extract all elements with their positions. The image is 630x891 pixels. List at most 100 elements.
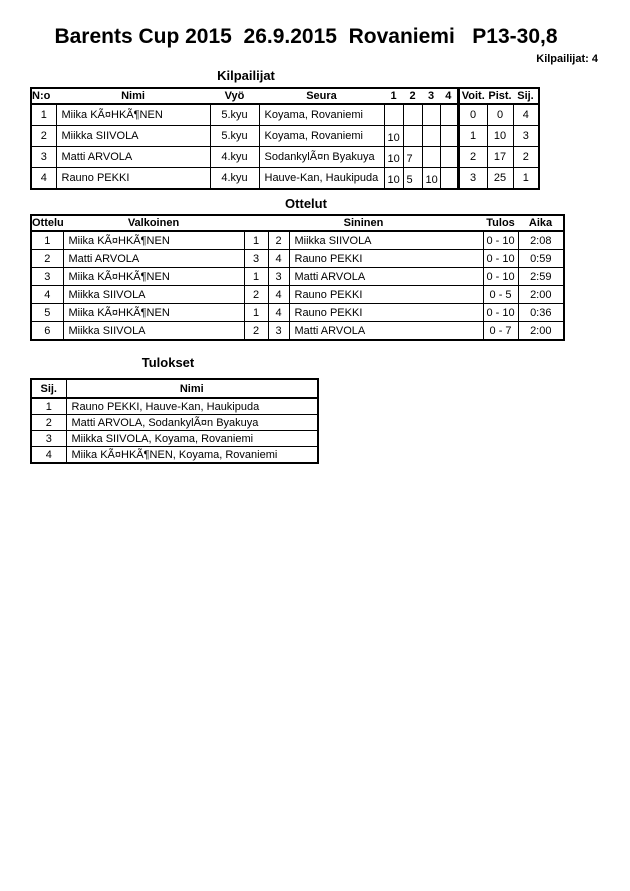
cell: 1 [30,103,57,126]
cell: 3 [30,430,67,447]
cell: 4 [30,446,67,464]
cell [421,125,441,147]
col-header-match3: 3 [422,88,440,105]
section-heading-kilpailijat: Kilpailijat [217,68,275,83]
cell [383,103,404,126]
competitors-table: N:o Nimi Vyö Seura 1 2 3 4 Voit. Pist. S… [30,87,540,190]
cell: 2:08 [517,230,565,250]
cell: 0 - 10 [482,303,519,322]
match-row: 3 Miika KÃ¤HKÃ¶NEN 1 3 Matti ARVOLA 0 - … [30,267,565,286]
cell: 1 [456,125,488,147]
cell: 3 [267,267,290,286]
cell: Matti ARVOLA, SodankylÃ¤n Byakuya [65,414,319,431]
cell: Matti ARVOLA [288,321,484,341]
cell: 0 [486,103,514,126]
cell: 25 [486,167,514,190]
cell: 5.kyu [209,125,260,147]
cell: Koyama, Rovaniemi [258,125,385,147]
results-header-row: Sij. Nimi [31,379,318,399]
cell [439,146,459,168]
cell: 2 [243,321,269,341]
result-row: 4 Miika KÃ¤HKÃ¶NEN, Koyama, Rovaniemi [30,446,319,464]
col-header-nimi: Nimi [66,379,318,399]
cell [439,125,459,147]
cell: 1 [243,230,269,250]
cell: 2:00 [517,321,565,341]
cell: 4 [267,285,290,304]
cell: Rauno PEKKI [55,167,211,190]
cell: 0:36 [517,303,565,322]
cell: SodankylÃ¤n Byakuya [258,146,385,168]
cell [402,125,423,147]
cell: 4.kyu [209,146,260,168]
competitor-row: 1 Miika KÃ¤HKÃ¶NEN 5.kyu Koyama, Rovanie… [30,103,540,126]
cell [421,103,441,126]
cell: 1 [512,167,540,190]
cell: Rauno PEKKI [288,303,484,322]
cell: 2:59 [517,267,565,286]
cell: 10 [421,167,441,190]
match-row: 1 Miika KÃ¤HKÃ¶NEN 1 2 Miikka SIIVOLA 0 … [30,230,565,250]
cell: Rauno PEKKI [288,249,484,268]
cell: 4.kyu [209,167,260,190]
cell: 4 [30,285,64,304]
cell: 17 [486,146,514,168]
col-header-vyo: Vyö [210,88,259,105]
col-header-nimi: Nimi [56,88,210,105]
competitor-row: 4 Rauno PEKKI 4.kyu Hauve-Kan, Haukipuda… [30,167,540,190]
matches-header-row: Ottelu Valkoinen Sininen Tulos Aika [31,215,565,232]
col-header-match1: 1 [384,88,403,105]
section-heading-ottelut: Ottelut [285,196,327,211]
cell: Miikka SIIVOLA [55,125,211,147]
col-header-match2: 2 [403,88,422,105]
cell: 7 [402,146,423,168]
cell: 4 [267,303,290,322]
matches-table: Ottelu Valkoinen Sininen Tulos Aika 1 Mi… [30,214,566,341]
cell: 10 [383,167,404,190]
cell: 2 [267,230,290,250]
cell: 0 - 7 [482,321,519,341]
cell: 3 [30,267,64,286]
cell: 0:59 [517,249,565,268]
match-row: 5 Miika KÃ¤HKÃ¶NEN 1 4 Rauno PEKKI 0 - 1… [30,303,565,322]
cell: 10 [486,125,514,147]
cell: 0 - 10 [482,249,519,268]
cell [421,146,441,168]
cell: Rauno PEKKI [288,285,484,304]
cell: Miikka SIIVOLA [62,285,245,304]
cell: Matti ARVOLA [62,249,245,268]
col-header-match4: 4 [440,88,458,105]
cell: Hauve-Kan, Haukipuda [258,167,385,190]
cell: 3 [267,321,290,341]
col-header-no: N:o [31,88,56,105]
col-header-pist: Pist. [487,88,513,105]
cell: Miikka SIIVOLA, Koyama, Rovaniemi [65,430,319,447]
cell: Miika KÃ¤HKÃ¶NEN [62,267,245,286]
cell [439,167,459,190]
cell: 6 [30,321,64,341]
cell: Miikka SIIVOLA [288,230,484,250]
results-table: Sij. Nimi 1 Rauno PEKKI, Hauve-Kan, Hauk… [30,378,319,464]
cell: 1 [243,267,269,286]
cell: 2 [456,146,488,168]
match-row: 4 Miikka SIIVOLA 2 4 Rauno PEKKI 0 - 5 2… [30,285,565,304]
result-row: 2 Matti ARVOLA, SodankylÃ¤n Byakuya [30,414,319,431]
cell [439,103,459,126]
cell: Koyama, Rovaniemi [258,103,385,126]
cell: 2 [30,414,67,431]
cell: 5.kyu [209,103,260,126]
cell: 2 [30,249,64,268]
competitors-count-label: Kilpailijat: 4 [536,53,598,65]
cell: 1 [243,303,269,322]
cell: 1 [30,397,67,415]
col-header-voit: Voit. [456,88,487,105]
cell: 0 [456,103,488,126]
result-row: 3 Miikka SIIVOLA, Koyama, Rovaniemi [30,430,319,447]
cell: 3 [243,249,269,268]
col-header-sij: Sij. [31,379,67,399]
cell: 3 [512,125,540,147]
cell: Miika KÃ¤HKÃ¶NEN, Koyama, Rovaniemi [65,446,319,464]
cell: 1 [30,230,64,250]
cell: Miikka SIIVOLA [62,321,245,341]
